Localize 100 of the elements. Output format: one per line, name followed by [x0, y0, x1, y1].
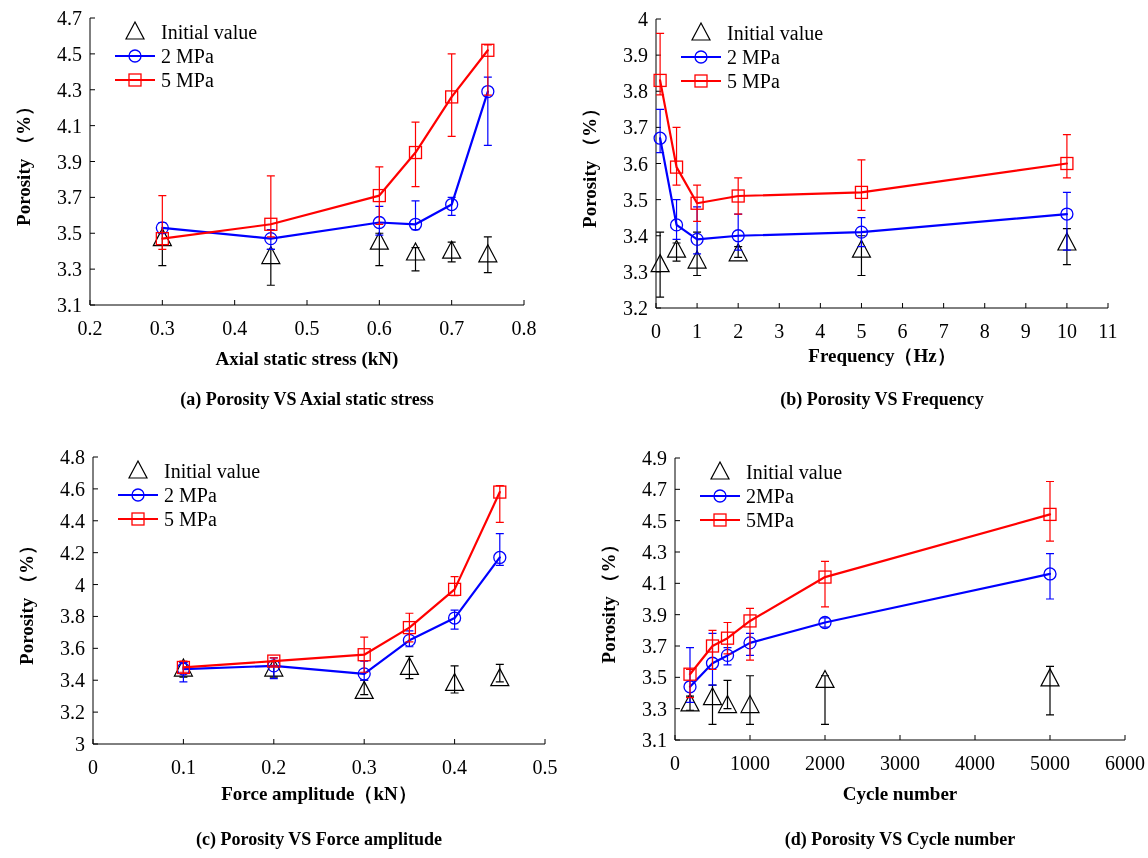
- x-axis-title: Axial static stress (kN): [215, 348, 399, 370]
- point: [683, 667, 697, 681]
- y-tick-label: 3.5: [623, 188, 648, 211]
- y-tick-label: 4.1: [642, 572, 667, 595]
- legend-label: 5 MPa: [161, 69, 214, 91]
- x-tick-label: 0.4: [222, 317, 248, 339]
- x-tick-label: 8: [979, 320, 990, 342]
- x-axis-title: Cycle number: [842, 783, 958, 804]
- y-tick-label: 3.8: [60, 605, 85, 628]
- point: [1043, 507, 1057, 522]
- point: [743, 614, 757, 628]
- point: [818, 570, 832, 584]
- point: [264, 217, 278, 231]
- point: [481, 43, 495, 57]
- point: [493, 550, 507, 565]
- point: [447, 611, 462, 625]
- legend-label: 2 MPa: [164, 484, 217, 506]
- point: [702, 687, 723, 706]
- x-tick-label: 1: [692, 320, 703, 342]
- y-tick-label: 3.9: [57, 150, 82, 173]
- y-tick-label: 4.9: [642, 447, 667, 469]
- x-tick-label: 0: [651, 320, 661, 342]
- point: [731, 189, 745, 203]
- y-tick-label: 4.3: [57, 78, 82, 101]
- x-tick-label: 0.3: [351, 756, 377, 778]
- point: [653, 73, 667, 88]
- point: [354, 680, 374, 699]
- y-tick-label: 3.2: [623, 297, 648, 319]
- y-tick-label: 4.8: [60, 446, 85, 468]
- text: (c) Porosity VS Force amplitude: [196, 829, 442, 850]
- x-tick-label: 0.8: [511, 317, 537, 339]
- y-axis-title: Porosity （%）: [579, 99, 600, 228]
- legend-label: 2MPa: [746, 485, 794, 507]
- legend-label: 5 MPa: [727, 70, 780, 92]
- y-tick-label: 3.5: [57, 222, 82, 245]
- y-tick-label: 3.2: [60, 701, 85, 724]
- y-tick-label: 3.6: [60, 637, 85, 660]
- x-tick-label: 0.1: [170, 756, 196, 778]
- point: [731, 229, 745, 243]
- y-tick-label: 3.1: [57, 294, 82, 316]
- x-tick-label: 3: [774, 320, 785, 342]
- point: [1060, 156, 1074, 171]
- y-tick-label: 3.7: [642, 635, 667, 657]
- point: [405, 242, 426, 261]
- point: [705, 639, 720, 653]
- y-tick-label: 4: [75, 573, 85, 596]
- x-tick-label: 0: [88, 756, 98, 778]
- x-tick-label: 3000: [880, 752, 920, 774]
- legend-label: 5 MPa: [164, 508, 217, 530]
- y-tick-label: 3.7: [57, 186, 82, 209]
- point: [1060, 207, 1074, 221]
- point: [815, 669, 835, 689]
- legend-label: Initial value: [727, 22, 824, 44]
- x-tick-label: 0.2: [77, 317, 103, 339]
- point: [690, 232, 704, 247]
- point: [683, 680, 697, 694]
- point: [717, 694, 738, 714]
- x-tick-label: 0.5: [294, 317, 320, 339]
- y-tick-label: 4.1: [57, 114, 82, 137]
- point: [720, 631, 735, 645]
- legend-label: 2 MPa: [161, 45, 214, 67]
- point: [369, 231, 389, 250]
- point: [408, 217, 423, 231]
- point: [669, 218, 684, 232]
- point: [442, 240, 462, 259]
- point: [490, 668, 510, 687]
- y-tick-label: 3.6: [623, 152, 648, 175]
- x-tick-label: 2: [733, 320, 744, 342]
- legend-label: Initial value: [161, 21, 258, 43]
- y-tick-label: 3.3: [623, 260, 648, 283]
- x-tick-label: 11: [1098, 320, 1118, 342]
- y-tick-label: 4.2: [60, 541, 85, 564]
- legend-label: Initial value: [746, 461, 843, 483]
- point: [402, 620, 417, 635]
- point: [690, 196, 704, 210]
- text: (a) Porosity VS Axial static stress: [180, 389, 434, 410]
- y-tick-label: 3.1: [642, 729, 667, 751]
- x-tick-label: 7: [938, 320, 949, 342]
- point: [357, 667, 371, 681]
- y-tick-label: 3.9: [623, 44, 648, 67]
- x-tick-label: 5: [856, 320, 867, 342]
- point: [372, 188, 386, 203]
- point: [493, 485, 507, 499]
- y-tick-label: 4: [638, 8, 648, 30]
- point: [728, 243, 748, 262]
- point: [445, 672, 465, 692]
- x-tick-label: 0.6: [366, 317, 392, 339]
- y-tick-label: 4.5: [57, 42, 82, 65]
- y-tick-label: 4.3: [642, 541, 667, 563]
- y-tick-label: 3.8: [623, 80, 648, 103]
- point: [478, 244, 498, 263]
- x-tick-label: 0.3: [149, 317, 175, 339]
- point: [445, 197, 459, 212]
- point: [357, 648, 371, 662]
- point: [851, 239, 872, 258]
- x-axis-title: Frequency（Hz）: [808, 345, 956, 366]
- x-tick-label: 4000: [955, 752, 995, 774]
- y-tick-label: 3.4: [623, 224, 648, 247]
- point: [680, 693, 700, 712]
- point: [669, 160, 684, 174]
